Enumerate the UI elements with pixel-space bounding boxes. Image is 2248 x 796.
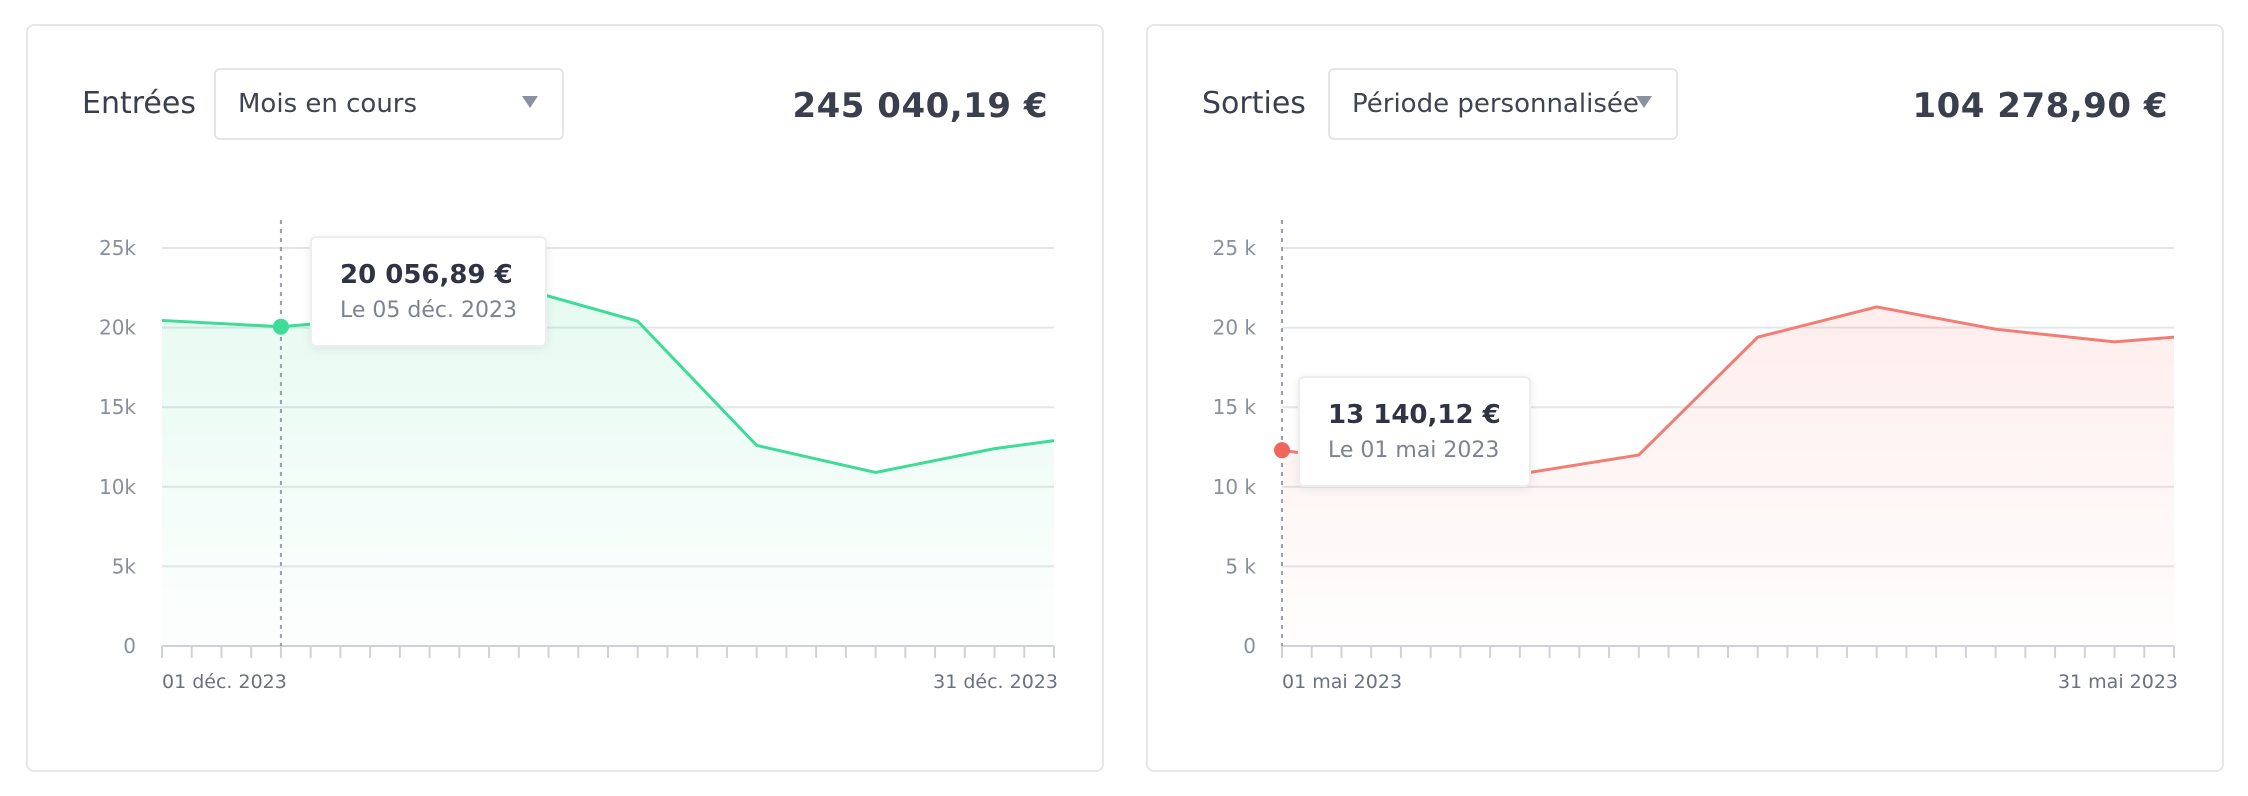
chart-tooltip: 20 056,89 € Le 05 déc. 2023	[310, 236, 547, 347]
sorties-card: Sorties Période personnalisée 104 278,90…	[1146, 24, 2224, 772]
y-tick-label: 20 k	[1213, 316, 1257, 340]
series-area	[162, 287, 1054, 646]
period-select[interactable]: Mois en cours	[214, 68, 564, 140]
card-title: Entrées	[82, 86, 196, 121]
period-select[interactable]: Période personnalisée	[1328, 68, 1678, 140]
tooltip-value: 13 140,12 €	[1328, 400, 1501, 430]
hover-point	[1274, 442, 1290, 459]
y-tick-label: 25k	[99, 236, 136, 260]
tooltip-date: Le 05 déc. 2023	[340, 298, 517, 323]
y-tick-label: 25 k	[1213, 236, 1257, 260]
x-start-label: 01 déc. 2023	[162, 671, 287, 693]
tooltip-value: 20 056,89 €	[340, 260, 513, 290]
y-tick-label: 5 k	[1225, 554, 1256, 578]
y-tick-label: 0	[1243, 634, 1256, 658]
y-tick-label: 5k	[112, 554, 137, 578]
series-area	[1282, 306, 2174, 646]
card-title: Sorties	[1202, 86, 1306, 121]
entrees-card: Entrées Mois en cours 245 040,19 € 0 5k 10…	[26, 24, 1104, 772]
y-tick-label: 15k	[99, 395, 136, 419]
x-start-label: 01 mai 2023	[1282, 671, 1402, 693]
sorties-chart[interactable]: 0 5 k 10 k 15 k 20 k 25 k 01 mai 2023 31 mai 20…	[1148, 26, 2226, 774]
x-end-label: 31 déc. 2023	[933, 671, 1058, 693]
period-select-value: Période personnalisée	[1352, 89, 1639, 119]
tooltip-date: Le 01 mai 2023	[1328, 438, 1500, 463]
y-tick-label: 10 k	[1213, 475, 1257, 499]
x-end-label: 31 mai 2023	[2058, 671, 2178, 693]
period-select-value: Mois en cours	[238, 89, 418, 119]
y-tick-label: 20k	[99, 316, 136, 340]
total-amount: 104 278,90 €	[1912, 86, 2168, 126]
chevron-down-icon	[522, 96, 538, 108]
chevron-down-icon	[1636, 96, 1652, 108]
chart-tooltip: 13 140,12 € Le 01 mai 2023	[1298, 376, 1531, 487]
total-amount: 245 040,19 €	[792, 86, 1048, 126]
y-tick-label: 0	[123, 634, 136, 658]
entrees-chart[interactable]: 0 5k 10k 15k 20k 25k 01 déc. 2023 31 déc. 2023	[28, 26, 1106, 774]
y-tick-label: 15 k	[1213, 395, 1257, 419]
hover-point	[272, 318, 289, 335]
y-tick-label: 10k	[99, 475, 136, 499]
